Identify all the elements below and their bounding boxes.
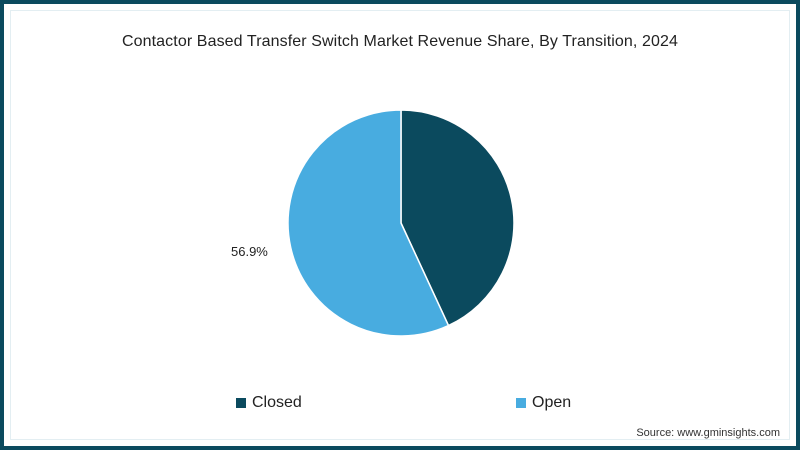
legend-item-closed: Closed bbox=[236, 394, 302, 412]
source-note: Source: www.gminsights.com bbox=[636, 427, 780, 439]
legend-label-open: Open bbox=[532, 394, 572, 411]
legend-label-closed: Closed bbox=[252, 394, 302, 411]
open-swatch-icon bbox=[516, 398, 526, 408]
pie-slice-closed bbox=[400, 109, 515, 327]
chart-title: Contactor Based Transfer Switch Market R… bbox=[121, 33, 679, 50]
pie-slice-open bbox=[287, 109, 450, 337]
open-slice-label: 56.9% bbox=[231, 244, 268, 259]
closed-swatch-icon bbox=[236, 398, 246, 408]
pie-slices bbox=[287, 109, 515, 337]
legend-item-open: Open bbox=[516, 394, 571, 412]
